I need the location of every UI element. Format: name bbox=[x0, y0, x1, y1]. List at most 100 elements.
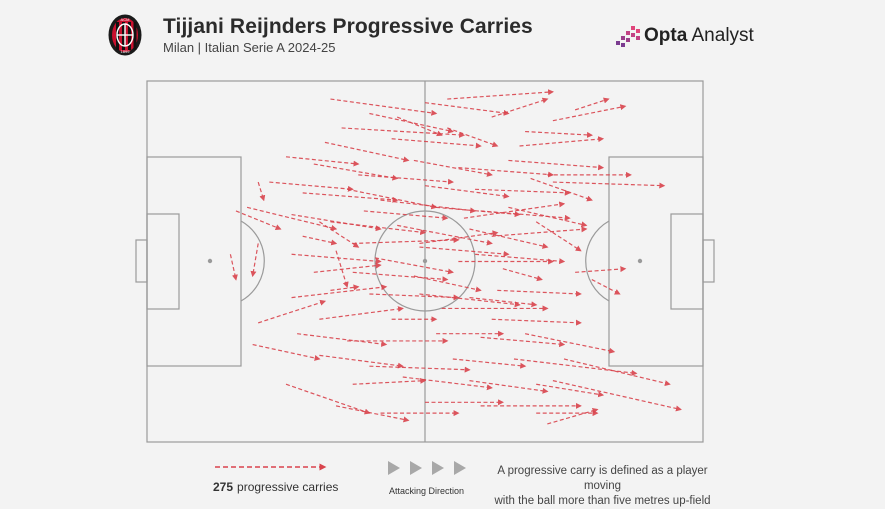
carry-arrow-49 bbox=[413, 275, 482, 293]
left-six-yard-box bbox=[146, 213, 180, 310]
carry-arrow-83 bbox=[575, 266, 627, 273]
page-subtitle: Milan | Italian Serie A 2024-25 bbox=[163, 40, 336, 55]
carry-arrow-11 bbox=[324, 141, 410, 163]
carry-arrow-76 bbox=[335, 405, 410, 423]
carry-arrow-16 bbox=[458, 167, 555, 178]
carry-arrow-17 bbox=[508, 159, 605, 171]
carry-arrow-55 bbox=[258, 299, 327, 324]
opta-logo-icon bbox=[616, 26, 640, 47]
carry-arrow-47 bbox=[313, 262, 382, 273]
carries-layer bbox=[229, 89, 682, 425]
carry-arrow-71 bbox=[352, 377, 427, 385]
definition-text: A progressive carry is defined as a play… bbox=[480, 464, 725, 509]
carry-arrow-13 bbox=[313, 163, 399, 181]
carry-arrow-68 bbox=[452, 358, 527, 369]
carry-arrow-61 bbox=[297, 333, 388, 347]
header: ACM 1899 Tijjani Reijnders Progressive C… bbox=[0, 0, 885, 70]
carry-arrow-10 bbox=[525, 130, 593, 138]
carry-arrow-91 bbox=[363, 210, 449, 221]
attacking-direction: Attacking Direction bbox=[386, 458, 470, 498]
carry-arrow-3 bbox=[424, 102, 510, 116]
right-penalty-arc bbox=[585, 220, 610, 302]
left-penalty-area bbox=[146, 156, 242, 367]
right-goal bbox=[702, 239, 715, 283]
carry-arrow-94 bbox=[519, 136, 605, 147]
center-spot bbox=[422, 258, 428, 264]
carry-arrow-24 bbox=[269, 181, 354, 192]
carry-arrow-92 bbox=[447, 127, 499, 148]
carry-arrow-90 bbox=[235, 210, 282, 230]
legend-carry-sample bbox=[215, 463, 327, 471]
carry-arrow-52 bbox=[369, 293, 460, 301]
ac-milan-crest-icon: ACM 1899 bbox=[108, 14, 142, 56]
legend-count: 275 progressive carries bbox=[213, 480, 338, 494]
definition-line-1: A progressive carry is defined as a play… bbox=[497, 465, 708, 492]
carry-arrow-73 bbox=[469, 380, 549, 394]
carry-arrow-67 bbox=[369, 365, 471, 373]
carry-arrow-64 bbox=[480, 336, 566, 348]
crest-acm-text: ACM bbox=[121, 17, 130, 22]
carry-count: 275 bbox=[213, 480, 234, 494]
attacking-direction-label: Attacking Direction bbox=[389, 486, 465, 496]
pitch bbox=[135, 80, 715, 443]
left-goal bbox=[135, 239, 148, 283]
carry-arrow-89 bbox=[491, 226, 588, 237]
carry-arrow-35 bbox=[469, 228, 549, 249]
carry-arrow-37 bbox=[302, 235, 338, 246]
carry-arrow-5 bbox=[447, 89, 555, 100]
carry-arrow-79 bbox=[552, 380, 682, 412]
carry-arrow-31 bbox=[246, 206, 338, 231]
carry-arrow-75 bbox=[285, 383, 371, 415]
attacking-direction-icon bbox=[388, 461, 466, 475]
right-penalty-area bbox=[608, 156, 704, 367]
carry-arrow-23 bbox=[257, 181, 266, 202]
right-penalty-spot bbox=[637, 258, 643, 264]
carry-arrow-30 bbox=[508, 206, 588, 228]
carry-arrow-60 bbox=[252, 343, 321, 361]
carry-arrow-32 bbox=[291, 213, 382, 232]
carry-arrow-33 bbox=[330, 221, 427, 236]
carry-arrow-65 bbox=[524, 333, 616, 354]
opta-analyst-brand: Opta Analyst bbox=[616, 23, 754, 51]
carry-arrow-84 bbox=[591, 279, 621, 295]
carry-arrow-44 bbox=[374, 257, 454, 275]
carry-arrow-1 bbox=[330, 98, 438, 116]
carry-arrow-42 bbox=[291, 253, 382, 265]
carry-arrow-9 bbox=[391, 138, 482, 149]
carry-arrow-88 bbox=[463, 201, 566, 219]
carry-arrow-74 bbox=[536, 383, 605, 398]
carry-arrow-72 bbox=[402, 376, 493, 391]
brand-name-bold: Opta bbox=[644, 25, 688, 46]
crest-year-text: 1899 bbox=[121, 49, 131, 54]
carry-arrow-29 bbox=[480, 210, 571, 221]
carry-arrow-12 bbox=[285, 156, 360, 167]
carry-arrow-51 bbox=[330, 284, 360, 291]
carry-arrow-95 bbox=[319, 221, 360, 248]
carry-arrow-28 bbox=[436, 206, 521, 218]
carry-arrow-82 bbox=[547, 407, 599, 425]
brand-name: Opta Analyst bbox=[644, 25, 754, 47]
carry-arrow-66 bbox=[319, 354, 404, 369]
carry-arrow-25 bbox=[302, 192, 399, 203]
carry-arrow-85 bbox=[229, 254, 238, 281]
carry-arrow-8 bbox=[341, 127, 466, 138]
carry-arrow-20 bbox=[424, 185, 510, 199]
carry-arrow-56 bbox=[319, 306, 404, 320]
carry-arrow-27 bbox=[380, 199, 477, 214]
carry-arrow-86 bbox=[291, 284, 388, 299]
carry-arrow-6 bbox=[552, 104, 627, 122]
carry-arrow-87 bbox=[419, 230, 499, 245]
carry-arrow-7 bbox=[574, 97, 610, 111]
carry-arrow-40 bbox=[474, 253, 566, 265]
carry-arrow-39 bbox=[419, 246, 510, 257]
carry-arrow-54 bbox=[469, 297, 538, 308]
carry-arrow-53 bbox=[419, 293, 521, 308]
carry-arrow-26 bbox=[347, 188, 438, 210]
carry-arrow-41 bbox=[250, 243, 259, 278]
carry-arrow-15 bbox=[413, 159, 493, 177]
carry-count-label: progressive carries bbox=[237, 480, 339, 494]
carry-arrow-4 bbox=[491, 97, 549, 118]
carry-arrow-46 bbox=[502, 268, 543, 282]
brand-name-light: Analyst bbox=[687, 25, 754, 46]
